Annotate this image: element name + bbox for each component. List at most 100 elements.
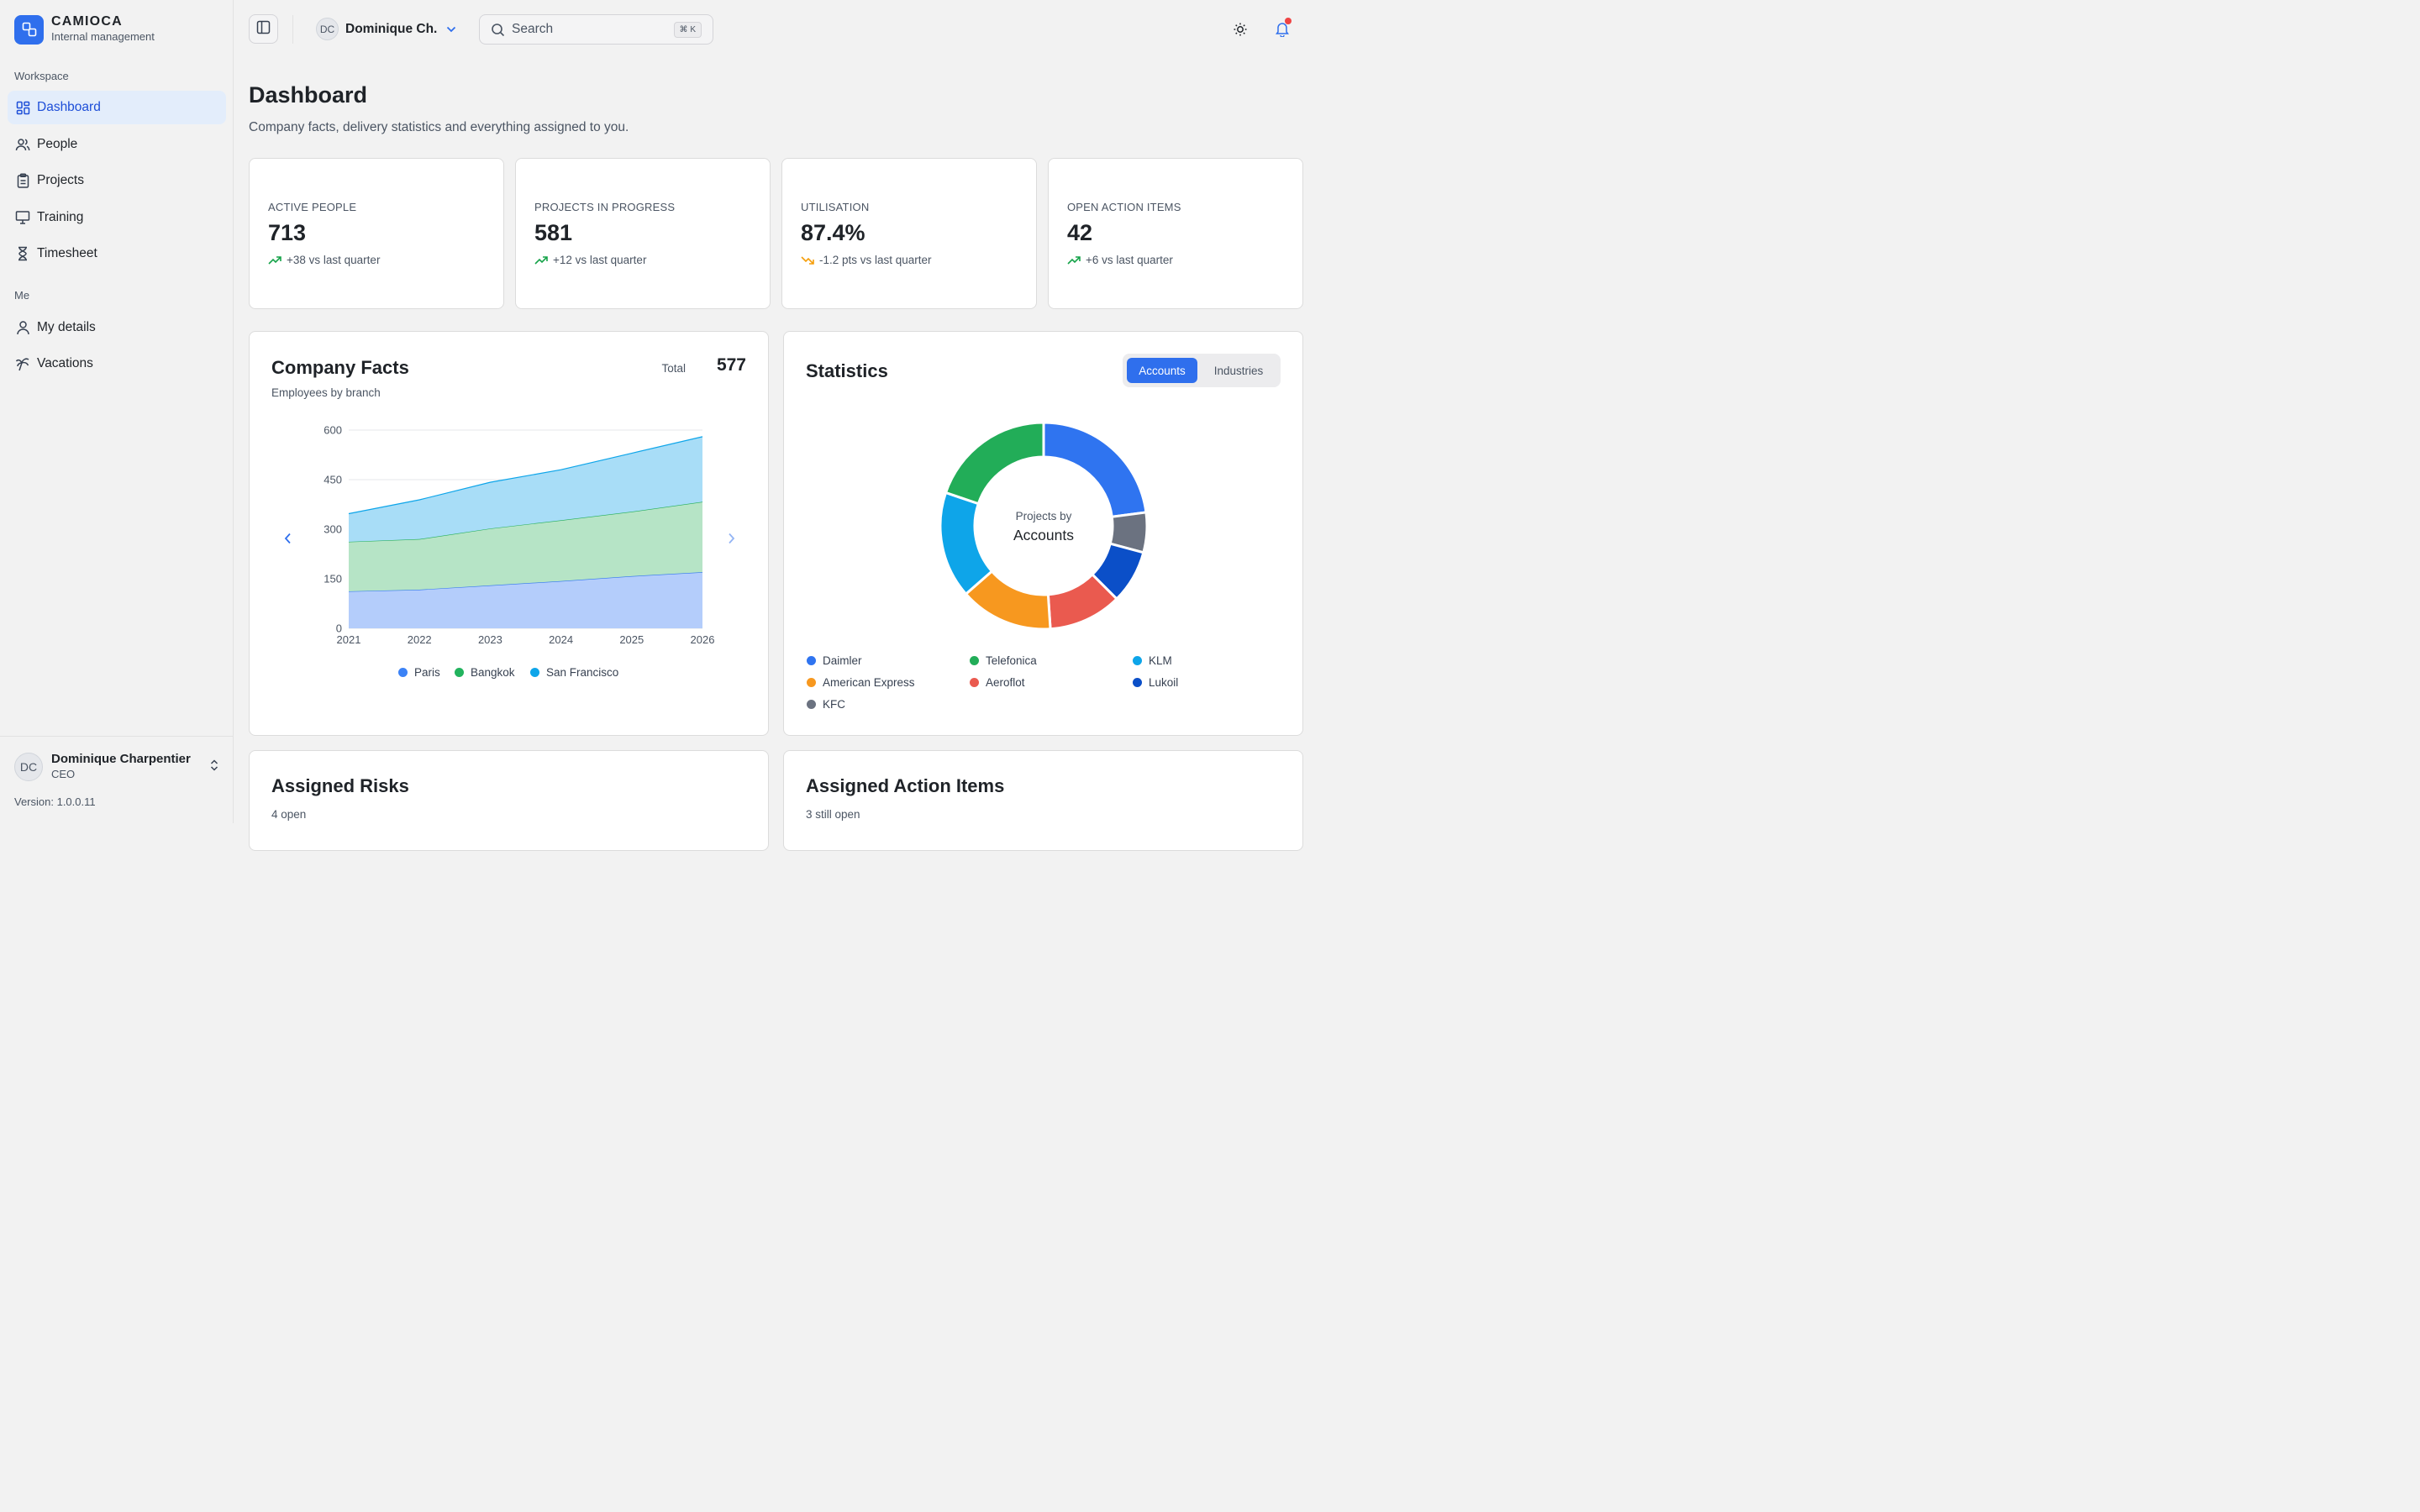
chevron-left-icon (284, 533, 292, 544)
legend-item[interactable]: Telefonica (970, 654, 1037, 667)
user-role: CEO (51, 768, 76, 780)
kpi-trend: +12 vs last quarter (534, 254, 646, 266)
donut-center-caption: Projects by (1016, 510, 1072, 522)
tab-industries[interactable]: Industries (1213, 364, 1264, 377)
search-shortcut: ⌘ K (673, 22, 702, 38)
company-facts-card: Company Facts Employees by branch Total … (249, 331, 769, 736)
search-icon (491, 23, 505, 37)
x-tick-label: 2025 (619, 633, 644, 646)
nav-section-me: Me (14, 289, 30, 302)
kpi-card-projects-in-progress: PROJECTS IN PROGRESS 581 +12 vs last qua… (515, 158, 771, 309)
assigned-action-items-card: Assigned Action Items 3 still open (783, 750, 1303, 851)
notification-badge (1285, 18, 1292, 24)
legend-swatch (530, 668, 539, 677)
y-tick-label: 0 (336, 622, 342, 635)
donut-center-title: Accounts (1013, 527, 1074, 543)
legend-label: KFC (823, 698, 845, 711)
toggle-sidebar-button[interactable] (249, 14, 278, 44)
legend-label: Telefonica (986, 654, 1037, 667)
card-subtitle: Employees by branch (271, 386, 381, 399)
card-title: Company Facts (271, 357, 409, 378)
kpi-label: PROJECTS IN PROGRESS (534, 201, 676, 213)
sidebar-item-vacations[interactable]: Vacations (8, 347, 226, 381)
legend-item[interactable]: San Francisco (530, 666, 618, 679)
kpi-value: 87.4% (801, 220, 865, 245)
clipboard-icon (15, 173, 30, 188)
sidebar-item-label: People (37, 137, 78, 151)
user-icon (15, 320, 30, 335)
sidebar: CAMIOCA Internal management Workspace Da… (0, 0, 234, 823)
theme-toggle-button[interactable] (1225, 14, 1255, 44)
sidebar-item-projects[interactable]: Projects (8, 164, 226, 197)
people-icon (15, 137, 30, 152)
sidebar-item-dashboard[interactable]: Dashboard (8, 91, 226, 124)
sidebar-item-label: Vacations (37, 356, 93, 370)
chart-prev-button[interactable] (280, 530, 295, 547)
card-title: Assigned Risks (271, 775, 409, 796)
trend-down-icon (801, 255, 819, 265)
legend-label: Lukoil (1149, 676, 1179, 689)
legend-swatch (807, 700, 816, 709)
kpi-trend: -1.2 pts vs last quarter (801, 254, 932, 266)
legend-item[interactable]: KFC (807, 698, 845, 711)
sidebar-item-training[interactable]: Training (8, 201, 226, 234)
kpi-trend-text: +12 vs last quarter (553, 254, 647, 266)
x-tick-label: 2022 (408, 633, 432, 646)
legend-item[interactable]: KLM (1133, 654, 1172, 667)
area-chart: 0 150 300 450 600 2021 2022 2023 2024 2025 2026 (324, 424, 715, 647)
legend-label: San Francisco (546, 666, 619, 679)
card-subtitle: 3 still open (806, 808, 860, 821)
search-input[interactable]: Search ⌘ K (479, 14, 713, 45)
sidebar-item-people[interactable]: People (8, 128, 226, 161)
y-tick-label: 600 (324, 424, 342, 437)
y-tick-label: 300 (324, 523, 342, 536)
x-tick-label: 2026 (691, 633, 715, 646)
legend-swatch (398, 668, 408, 677)
kpi-value: 42 (1067, 220, 1093, 245)
area-series-bangkok[interactable] (349, 501, 702, 591)
legend-label: Bangkok (471, 666, 515, 679)
topbar: DC Dominique Ch. Search ⌘ K (234, 0, 1318, 59)
page-subtitle: Company facts, delivery statistics and e… (249, 120, 629, 134)
legend-item[interactable]: Bangkok (455, 666, 515, 679)
kpi-trend: +6 vs last quarter (1067, 254, 1173, 266)
user-switcher[interactable]: DC Dominique Ch. (316, 18, 456, 40)
search-placeholder: Search (512, 22, 554, 36)
card-title: Assigned Action Items (806, 775, 1005, 796)
kpi-trend-text: +6 vs last quarter (1086, 254, 1173, 266)
donut-slice-daimler[interactable] (1042, 421, 1148, 518)
card-subtitle: 4 open (271, 808, 307, 821)
brand[interactable]: CAMIOCA Internal management (14, 14, 155, 45)
bell-icon (1275, 21, 1290, 37)
donut-slice-klm[interactable] (939, 491, 994, 596)
series-line-san-francisco (348, 436, 703, 515)
divider (292, 15, 293, 44)
page-title: Dashboard (249, 82, 368, 108)
legend-item[interactable]: American Express (807, 676, 915, 689)
sidebar-item-label: Dashboard (37, 100, 101, 114)
kpi-card-open-action-items: OPEN ACTION ITEMS 42 +6 vs last quarter (1048, 158, 1303, 309)
brand-name: CAMIOCA (51, 14, 123, 29)
legend-item[interactable]: Lukoil (1133, 676, 1178, 689)
kpi-label: OPEN ACTION ITEMS (1067, 201, 1181, 213)
area-series-san-francisco[interactable] (349, 436, 702, 542)
legend-swatch (970, 678, 979, 687)
avatar: DC (316, 18, 339, 40)
legend-item[interactable]: Daimler (807, 654, 862, 667)
legend-item[interactable]: Paris (398, 666, 440, 679)
notifications-button[interactable] (1267, 14, 1297, 44)
user-menu[interactable]: DC Dominique Charpentier CEO (14, 752, 220, 782)
card-title: Statistics (806, 360, 888, 381)
chart-next-button[interactable] (723, 530, 739, 547)
tab-accounts[interactable]: Accounts (1127, 358, 1197, 383)
chevron-up-down-icon[interactable] (208, 759, 220, 776)
sidebar-item-timesheet[interactable]: Timesheet (8, 237, 226, 270)
sidebar-item-my-details[interactable]: My details (8, 311, 226, 344)
legend-swatch (455, 668, 464, 677)
legend-label: American Express (823, 676, 915, 689)
donut-slice-telefonica[interactable] (944, 421, 1045, 506)
legend-item[interactable]: Aeroflot (970, 676, 1025, 689)
palm-tree-icon (15, 356, 30, 371)
sun-icon (1233, 22, 1248, 37)
area-series-paris[interactable] (349, 572, 702, 628)
